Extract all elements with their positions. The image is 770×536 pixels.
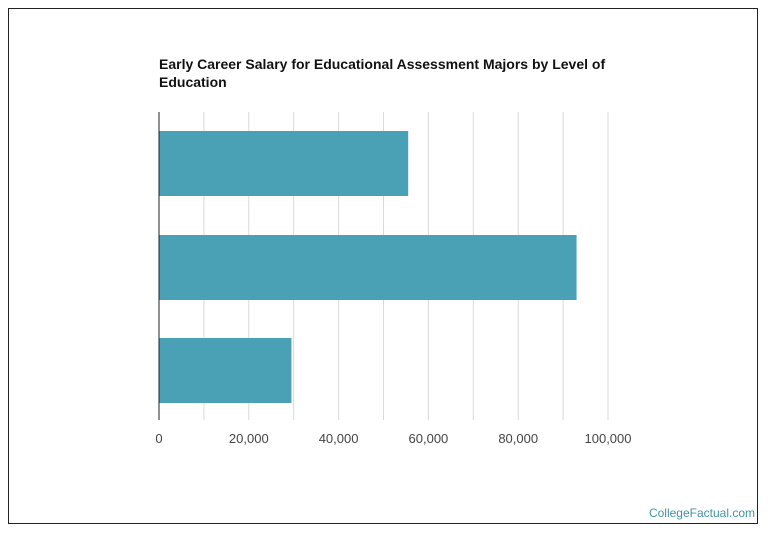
bar-1 xyxy=(159,131,409,196)
x-tick-label: 0 xyxy=(155,431,162,446)
bar-2 xyxy=(159,235,577,300)
bars xyxy=(159,131,577,403)
x-tick-label: 60,000 xyxy=(409,431,449,446)
watermark: CollegeFactual.com xyxy=(648,506,755,520)
x-axis-ticks: 0 20,000 40,000 60,000 80,000 100,000 xyxy=(155,431,631,446)
x-tick-label: 80,000 xyxy=(498,431,538,446)
x-tick-label: 40,000 xyxy=(319,431,359,446)
chart-title: Early Career Salary for Educational Asse… xyxy=(159,56,606,90)
bar-3 xyxy=(159,338,292,403)
x-tick-label: 100,000 xyxy=(585,431,632,446)
x-tick-label: 20,000 xyxy=(229,431,269,446)
